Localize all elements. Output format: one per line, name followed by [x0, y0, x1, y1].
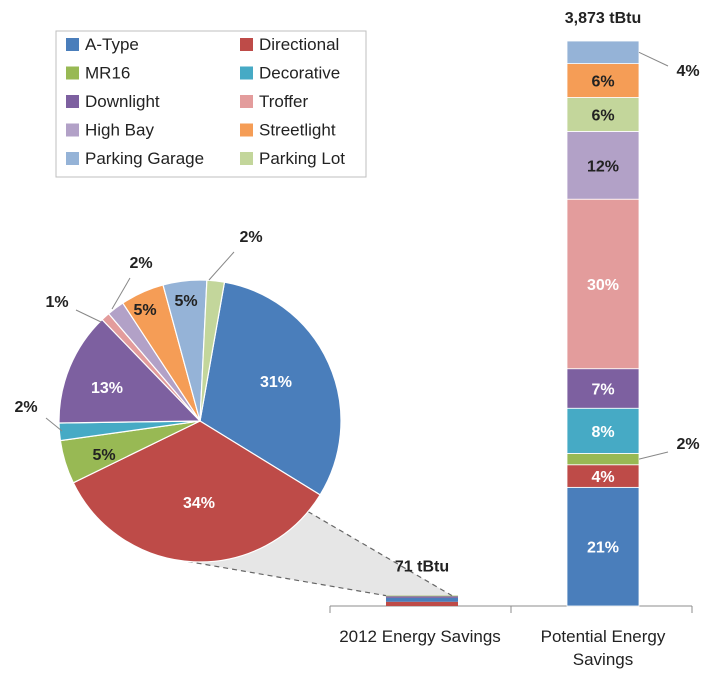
- bar-2012-segment-directional: [386, 601, 458, 606]
- legend-label-parking-lot: Parking Lot: [259, 149, 345, 168]
- pie-slice-downlight: [58, 318, 202, 424]
- legend-label-streetlight: Streetlight: [259, 121, 336, 140]
- bar-potential-label-mr16: 2%: [676, 436, 699, 453]
- legend-label-downlight: Downlight: [85, 92, 160, 111]
- zoom-wedge: [187, 511, 452, 596]
- bar-potential-label-directional: 4%: [591, 469, 614, 486]
- bar-chart: 2012 Energy Savings Potential Energy Savin…: [329, 10, 700, 669]
- legend-swatch-high-bay: [66, 123, 79, 137]
- legend-swatch-a-type: [66, 38, 79, 51]
- bar-potential-label-parking-garage: 4%: [676, 63, 699, 80]
- pie-leader-line-decorative: [45, 417, 63, 432]
- pie-label-decorative: 2%: [14, 399, 37, 416]
- legend-label-decorative: Decorative: [259, 64, 340, 83]
- pie-slice-parking-lot: [199, 279, 226, 422]
- bar-potential-segment-parking-garage: [566, 40, 640, 65]
- pie-label-downlight: 13%: [91, 380, 123, 397]
- bar-leader-line-parking-garage: [638, 51, 669, 67]
- pie-leader-line-troffer: [75, 309, 102, 323]
- bar-potential-label-decorative: 8%: [591, 424, 614, 441]
- pie-label-troffer: 1%: [45, 294, 68, 311]
- pie-chart: 31% 34% 5% 2% 13% 1% 2% 5% 5% 2%: [14, 229, 342, 563]
- bar-potential-segment-a-type: [566, 486, 640, 607]
- bar-2012-segment-mr16: [386, 595, 458, 597]
- bar-potential-label-parking-lot: 6%: [591, 107, 614, 124]
- pie-label-parking-garage: 5%: [174, 293, 197, 310]
- pie-label-mr16: 5%: [92, 447, 115, 464]
- legend-swatch-downlight: [66, 95, 79, 108]
- pie-label-high-bay: 2%: [129, 255, 152, 272]
- bar-2012-segment-downlight: [386, 596, 458, 598]
- legend-swatch-decorative: [240, 66, 253, 80]
- pie-label-streetlight: 5%: [133, 302, 156, 319]
- pie-label-directional: 34%: [183, 495, 215, 512]
- legend-swatch-streetlight: [240, 123, 253, 137]
- legend-label-parking-garage: Parking Garage: [85, 149, 204, 168]
- legend-label-troffer: Troffer: [259, 92, 308, 111]
- bar-potential-label-troffer: 30%: [587, 277, 619, 294]
- bar-potential-label-streetlight: 6%: [591, 74, 614, 91]
- legend-swatch-mr16: [66, 66, 79, 80]
- legend: A-Type Directional MR16 Decorative Downlight…: [55, 30, 367, 178]
- legend-box: [55, 30, 367, 178]
- pie-leader-line-high-bay: [111, 277, 131, 310]
- pie-label-a-type: 31%: [260, 374, 292, 391]
- bar-2012-total-label: 71 tBtu: [395, 559, 449, 576]
- bar-potential-segment-decorative: [566, 407, 640, 454]
- legend-swatch-directional: [240, 38, 253, 51]
- legend-label-a-type: A-Type: [85, 35, 139, 54]
- pie-slice-a-type: [199, 281, 342, 496]
- legend-swatch-troffer: [240, 95, 253, 108]
- bar-potential-total-label: 3,873 tBtu: [565, 10, 641, 27]
- legend-label-mr16: MR16: [85, 64, 130, 83]
- pie-label-parking-lot: 2%: [239, 229, 262, 246]
- pie-leader-line-parking-lot: [208, 251, 235, 281]
- bar-potential-label-high-bay: 12%: [587, 158, 619, 175]
- bar-potential-label-downlight: 7%: [591, 381, 614, 398]
- pie-slice-directional: [72, 420, 321, 563]
- legend-swatch-parking-lot: [240, 152, 253, 165]
- legend-swatch-parking-garage: [66, 152, 79, 165]
- bar-potential-segment-high-bay: [566, 130, 640, 200]
- x-tick-label-potential-energy-savings-line-2: Savings: [573, 650, 633, 669]
- bar-potential-segment-downlight: [566, 368, 640, 409]
- legend-label-directional: Directional: [259, 35, 339, 54]
- bar-potential-label-a-type: 21%: [587, 540, 619, 557]
- x-tick-label-potential-energy-savings-line-1: Potential Energy: [541, 627, 666, 646]
- bar-potential-segment-parking-lot: [566, 97, 640, 132]
- x-tick-label-2012-energy-savings: 2012 Energy Savings: [339, 627, 501, 646]
- bar-potential-segment-mr16: [566, 453, 640, 466]
- zoom-connector: [187, 511, 453, 597]
- bar-leader-line-mr16: [638, 451, 669, 460]
- legend-label-high-bay: High Bay: [85, 121, 154, 140]
- zoom-line-upper: [307, 511, 453, 597]
- bar-2012-segment-a-type: [386, 597, 458, 602]
- bar-potential-segment-troffer: [566, 198, 640, 370]
- zoom-line-lower: [187, 560, 387, 597]
